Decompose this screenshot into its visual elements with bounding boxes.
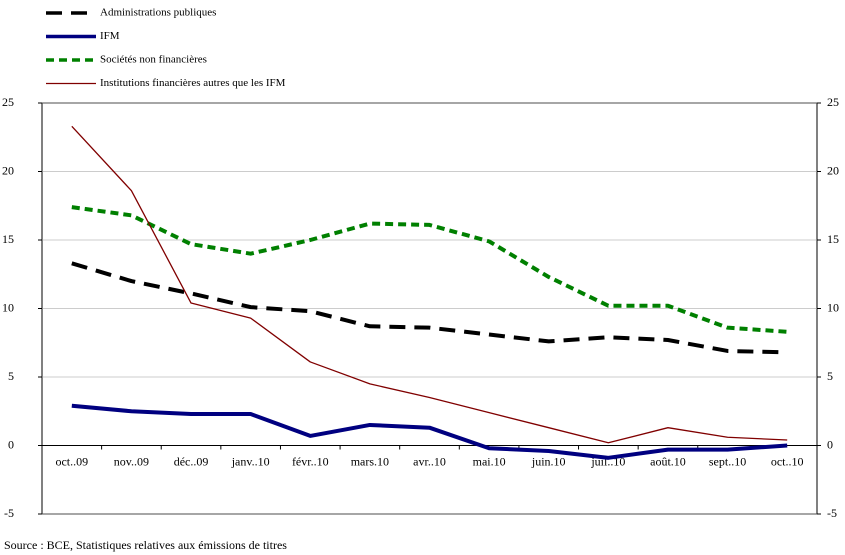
y2-tick-label: 0 (827, 437, 833, 451)
legend-label: Sociétés non financières (100, 54, 207, 66)
x-tick-label: déc..09 (174, 454, 209, 468)
x-tick-label: oct..10 (771, 454, 804, 468)
series-line (71, 205, 788, 334)
x-tick-label: mars.10 (351, 454, 389, 468)
y2-tick-label: 25 (827, 95, 839, 109)
series-line (71, 403, 788, 460)
series-line (71, 125, 788, 444)
y2-tick-label: 10 (827, 300, 839, 314)
y-tick-label: 15 (2, 232, 14, 246)
legend-label: Institutions financières autres que les … (100, 77, 286, 89)
y2-tick-label: 15 (827, 232, 839, 246)
y2-tick-label: 5 (827, 369, 833, 383)
y-tick-label: 5 (8, 369, 14, 383)
x-tick-label: oct..09 (55, 454, 88, 468)
x-tick-label: juin.10 (531, 454, 566, 468)
series-line (71, 261, 788, 355)
y-tick-label: 25 (2, 95, 14, 109)
source-note: Source : BCE, Statistiques relatives aux… (4, 538, 287, 552)
x-tick-label: févr..10 (292, 454, 329, 468)
x-tick-label: mai.10 (473, 454, 506, 468)
legend-label: IFM (100, 30, 120, 42)
x-tick-label: avr..10 (413, 454, 446, 468)
legend-label: Administrations publiques (100, 7, 216, 19)
y-tick-label: -5 (4, 506, 14, 520)
x-tick-label: nov..09 (114, 454, 149, 468)
y2-tick-label: -5 (827, 506, 837, 520)
y2-tick-label: 20 (827, 163, 839, 177)
x-tick-label: sept..10 (709, 454, 746, 468)
y-tick-label: 0 (8, 437, 14, 451)
x-tick-label: janv..10 (231, 454, 270, 468)
y-tick-label: 20 (2, 163, 14, 177)
legend: Administrations publiques IFM Sociétés non… (46, 7, 286, 89)
x-tick-label: août.10 (650, 454, 686, 468)
y-tick-label: 10 (2, 300, 14, 314)
